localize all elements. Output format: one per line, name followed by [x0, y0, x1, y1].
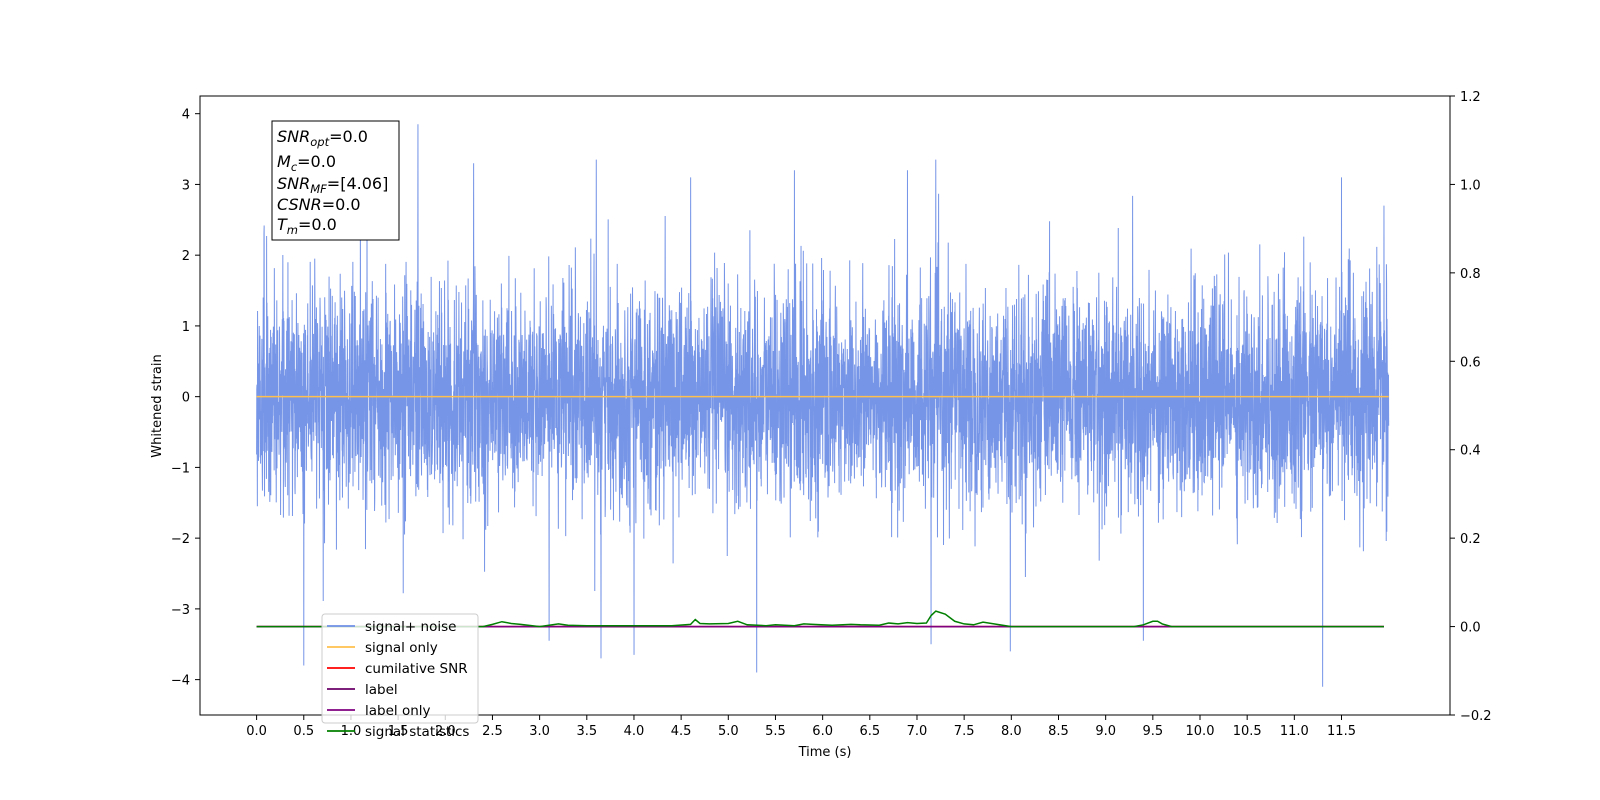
x-tick-label: 2.0: [435, 724, 456, 739]
stats-symbol: M: [277, 152, 291, 171]
series-signal-noise: [256, 124, 1390, 687]
stats-subscript: MF: [310, 182, 327, 196]
x-tick-label: 6.0: [812, 724, 833, 739]
x-tick-label: 6.5: [859, 724, 880, 739]
x-tick-label: 3.0: [529, 724, 550, 739]
y-tick-label: 4: [182, 108, 190, 123]
stats-subscript: opt: [310, 135, 329, 149]
stats-symbol: SNR: [277, 127, 310, 146]
plot-frame: [199, 95, 1451, 716]
x-axis: 0.0 0.5 1.0 1.5 2.0 2.5 3.0 3.5 4.0 4.5 5.0 5.5 6.0 6…: [246, 715, 1356, 739]
x-tick-label: 10.5: [1233, 724, 1262, 739]
y2-tick-label: 0.6: [1460, 355, 1481, 370]
x-tick-label: 0.5: [293, 724, 314, 739]
y2-tick-label: 0.8: [1460, 267, 1481, 282]
y-tick-label: −1: [171, 461, 190, 476]
stats-row: Mc=0.0: [277, 152, 336, 174]
x-axis-label: Time (s): [798, 745, 852, 760]
x-tick-label: 0.0: [246, 724, 267, 739]
x-tick-label: 7.0: [907, 724, 928, 739]
x-tick-label: 1.5: [388, 724, 409, 739]
x-tick-label: 11.0: [1280, 724, 1309, 739]
stats-value: =0.0: [297, 152, 336, 171]
y-axis-label: Whitened strain: [150, 354, 165, 457]
x-tick-label: 5.0: [718, 724, 739, 739]
y-tick-label: −4: [171, 674, 190, 689]
stats-row: SNRopt=0.0: [277, 127, 368, 149]
x-tick-label: 5.5: [765, 724, 786, 739]
x-tick-label: 9.5: [1142, 724, 1163, 739]
x-tick-label: 8.5: [1048, 724, 1069, 739]
y-tick-label: 0: [182, 391, 190, 406]
x-tick-label: 2.5: [482, 724, 503, 739]
x-tick-label: 11.5: [1327, 724, 1356, 739]
x-tick-label: 7.5: [954, 724, 975, 739]
stats-value: =0.0: [298, 215, 337, 234]
y2-tick-label: 0.2: [1460, 532, 1481, 547]
legend-label: label only: [365, 703, 431, 719]
stats-box: SNRopt=0.0Mc=0.0SNRMF=[4.06]CSNR=0.0Tm=0…: [271, 120, 400, 241]
stats-row: Tm=0.0: [277, 215, 337, 237]
y-axis-right: 1.2 1.0 0.8 0.6 0.4 0.2 0.0 −0.2: [1450, 90, 1492, 724]
stats-value: =0.0: [329, 127, 368, 146]
y2-tick-label: 0.0: [1460, 621, 1481, 636]
legend-label: signal+ noise: [365, 619, 456, 635]
y2-tick-label: 1.0: [1460, 178, 1481, 193]
legend: signal+ noise signal only cumilative SNR la…: [321, 613, 479, 740]
legend-label: signal only: [365, 640, 438, 656]
y-tick-label: −3: [171, 603, 190, 618]
x-tick-label: 4.5: [671, 724, 692, 739]
x-tick-label: 9.0: [1095, 724, 1116, 739]
stats-subscript: m: [287, 223, 298, 237]
series-signal-statistics: [256, 610, 1384, 628]
x-tick-label: 10.0: [1186, 724, 1215, 739]
legend-frame: [321, 613, 479, 724]
stats-value: =[4.06]: [327, 174, 389, 193]
y-tick-label: 3: [182, 178, 190, 193]
stats-row: SNRMF=[4.06]: [277, 174, 388, 196]
stats-symbol: T: [277, 215, 288, 234]
legend-label: cumilative SNR: [365, 661, 468, 677]
y-tick-label: −2: [171, 532, 190, 547]
y-tick-label: 1: [182, 320, 190, 335]
y2-tick-label: −0.2: [1460, 709, 1492, 724]
x-tick-label: 3.5: [576, 724, 597, 739]
stats-box-frame: [271, 120, 400, 241]
stats-value: =0.0: [322, 195, 361, 214]
y2-tick-label: 0.4: [1460, 444, 1481, 459]
legend-label: signal statistics: [365, 724, 469, 740]
y-axis-left: 4 3 2 1 0 −1 −2 −3 −4: [171, 108, 200, 689]
stats-symbol: CSNR: [277, 195, 322, 214]
x-tick-label: 4.0: [624, 724, 645, 739]
x-tick-label: 8.0: [1001, 724, 1022, 739]
y2-tick-label: 1.2: [1460, 90, 1481, 105]
stats-subscript: c: [291, 160, 298, 174]
stats-row: CSNR=0.0: [277, 195, 361, 214]
stats-symbol: SNR: [277, 174, 310, 193]
legend-label: label: [365, 682, 398, 698]
y-tick-label: 2: [182, 249, 190, 264]
